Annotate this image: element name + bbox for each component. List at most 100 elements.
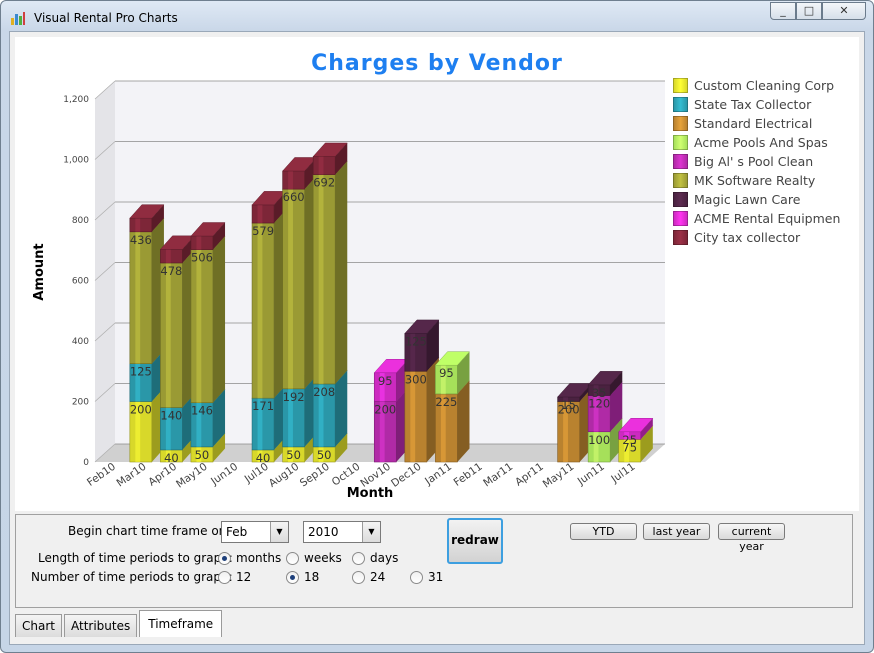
month-select[interactable]: Feb ▼ [221, 521, 289, 543]
gridline-side [94, 262, 116, 281]
radio-12[interactable]: 12 [218, 570, 251, 584]
bar-segment [129, 231, 153, 364]
data-label: 436 [130, 233, 152, 247]
bar-side [610, 381, 623, 432]
redraw-button[interactable]: redraw [447, 518, 503, 564]
legend-label: Magic Lawn Care [694, 192, 801, 207]
maximize-button[interactable]: □ [796, 2, 822, 20]
bar-side [335, 161, 348, 384]
radio-label: 12 [236, 570, 252, 584]
y-tick-label: 200 [72, 398, 89, 408]
radio-dot-icon [218, 551, 231, 565]
gridline-side [94, 443, 116, 463]
bar-highlight [318, 446, 324, 462]
legend-swatch [673, 135, 688, 150]
radio-weeks[interactable]: weeks [286, 551, 342, 565]
close-button[interactable]: ✕ [822, 2, 866, 20]
tab-timeframe[interactable]: Timeframe [139, 610, 223, 637]
chart-legend: Custom Cleaning Corp State Tax Collector S… [673, 76, 840, 247]
x-tick-label: Oct10 [330, 461, 363, 489]
radio-months[interactable]: months [218, 551, 281, 565]
radio-days[interactable]: days [352, 551, 398, 565]
bar-side [151, 204, 164, 232]
data-label: 40 [164, 451, 179, 465]
bar-highlight [563, 396, 568, 402]
x-tick-label: Jul11 [608, 461, 637, 486]
bar-top [129, 204, 165, 219]
minimize-button[interactable]: _ [770, 2, 796, 20]
radio-dot-icon [286, 570, 299, 584]
bar-side [335, 142, 348, 175]
bar-side [212, 389, 226, 447]
begin-label: Begin chart time frame on: [68, 524, 231, 538]
bar-highlight [257, 223, 263, 399]
tab-attributes[interactable]: Attributes [63, 614, 138, 637]
bar-segment [160, 249, 183, 264]
legend-label: State Tax Collector [694, 97, 812, 112]
bar-highlight [624, 439, 630, 462]
data-label: 478 [160, 264, 182, 278]
chart-title: Charges by Vendor [311, 51, 563, 76]
bar-highlight [135, 218, 141, 232]
legend-label: Standard Electrical [694, 116, 813, 131]
data-label: 225 [435, 395, 457, 409]
bar-highlight [196, 249, 202, 403]
radio-label: 18 [304, 570, 320, 584]
bar-highlight [165, 449, 171, 462]
data-label: 200 [374, 403, 396, 417]
data-label: 50 [286, 448, 301, 462]
legend-label: ACME Rental Equipmen [694, 211, 841, 226]
number-label: Number of time periods to graph: [31, 570, 233, 584]
radio-31[interactable]: 31 [410, 570, 443, 584]
x-tick-label: Jun11 [575, 461, 607, 488]
bar-side [335, 370, 348, 447]
bar-highlight [257, 398, 263, 450]
radio-24[interactable]: 24 [352, 570, 385, 584]
radio-label: days [370, 551, 399, 565]
window-title: Visual Rental Pro Charts [34, 11, 178, 25]
bar-side [457, 380, 470, 462]
title-bar: Visual Rental Pro Charts _ □ ✕ [1, 1, 873, 31]
data-label: 506 [191, 251, 213, 265]
data-label: 692 [313, 176, 335, 190]
data-label: 120 [588, 396, 610, 410]
ytd-button[interactable]: YTD [570, 523, 637, 540]
legend-label: MK Software Realty [694, 173, 816, 188]
bar-highlight [135, 363, 141, 402]
legend-swatch [673, 211, 688, 226]
year-select[interactable]: 2010 ▼ [303, 521, 381, 543]
gridline-side [94, 201, 116, 221]
x-tick-label: Aug10 [267, 461, 302, 490]
bar-top [434, 351, 471, 366]
bar-highlight [196, 402, 202, 447]
bar-highlight [288, 170, 293, 190]
data-label: 95 [439, 366, 454, 380]
bar-highlight [165, 249, 171, 263]
bar-segment [312, 156, 336, 175]
x-tick-label: May11 [541, 461, 577, 491]
radio-18[interactable]: 18 [286, 570, 319, 584]
current-year-button[interactable]: current year [718, 523, 785, 553]
bar-highlight [593, 431, 599, 462]
legend-item: ACME Rental Equipmen [673, 209, 840, 228]
data-label: 50 [317, 448, 332, 462]
bar-segment [251, 222, 275, 399]
legend-swatch [673, 230, 688, 245]
bar-segment [190, 249, 214, 404]
timeframe-controls: Begin chart time frame on: Feb ▼ 2010 ▼ … [15, 514, 853, 608]
bar-segment [282, 188, 305, 390]
bar-highlight [257, 204, 263, 224]
radio-dot-icon [218, 570, 231, 584]
last-year-button[interactable]: last year [643, 523, 710, 540]
bar-segment [282, 170, 305, 190]
radio-label: 24 [370, 570, 386, 584]
bar-side [426, 319, 439, 372]
bar-side [335, 433, 348, 462]
x-tick-label: Mar11 [481, 461, 515, 490]
y-tick-label: 400 [72, 337, 89, 347]
data-label: 95 [378, 374, 393, 388]
x-axis-label: Month [347, 486, 394, 501]
legend-item: MK Software Realty [673, 171, 840, 190]
tab-chart[interactable]: Chart [15, 614, 62, 637]
